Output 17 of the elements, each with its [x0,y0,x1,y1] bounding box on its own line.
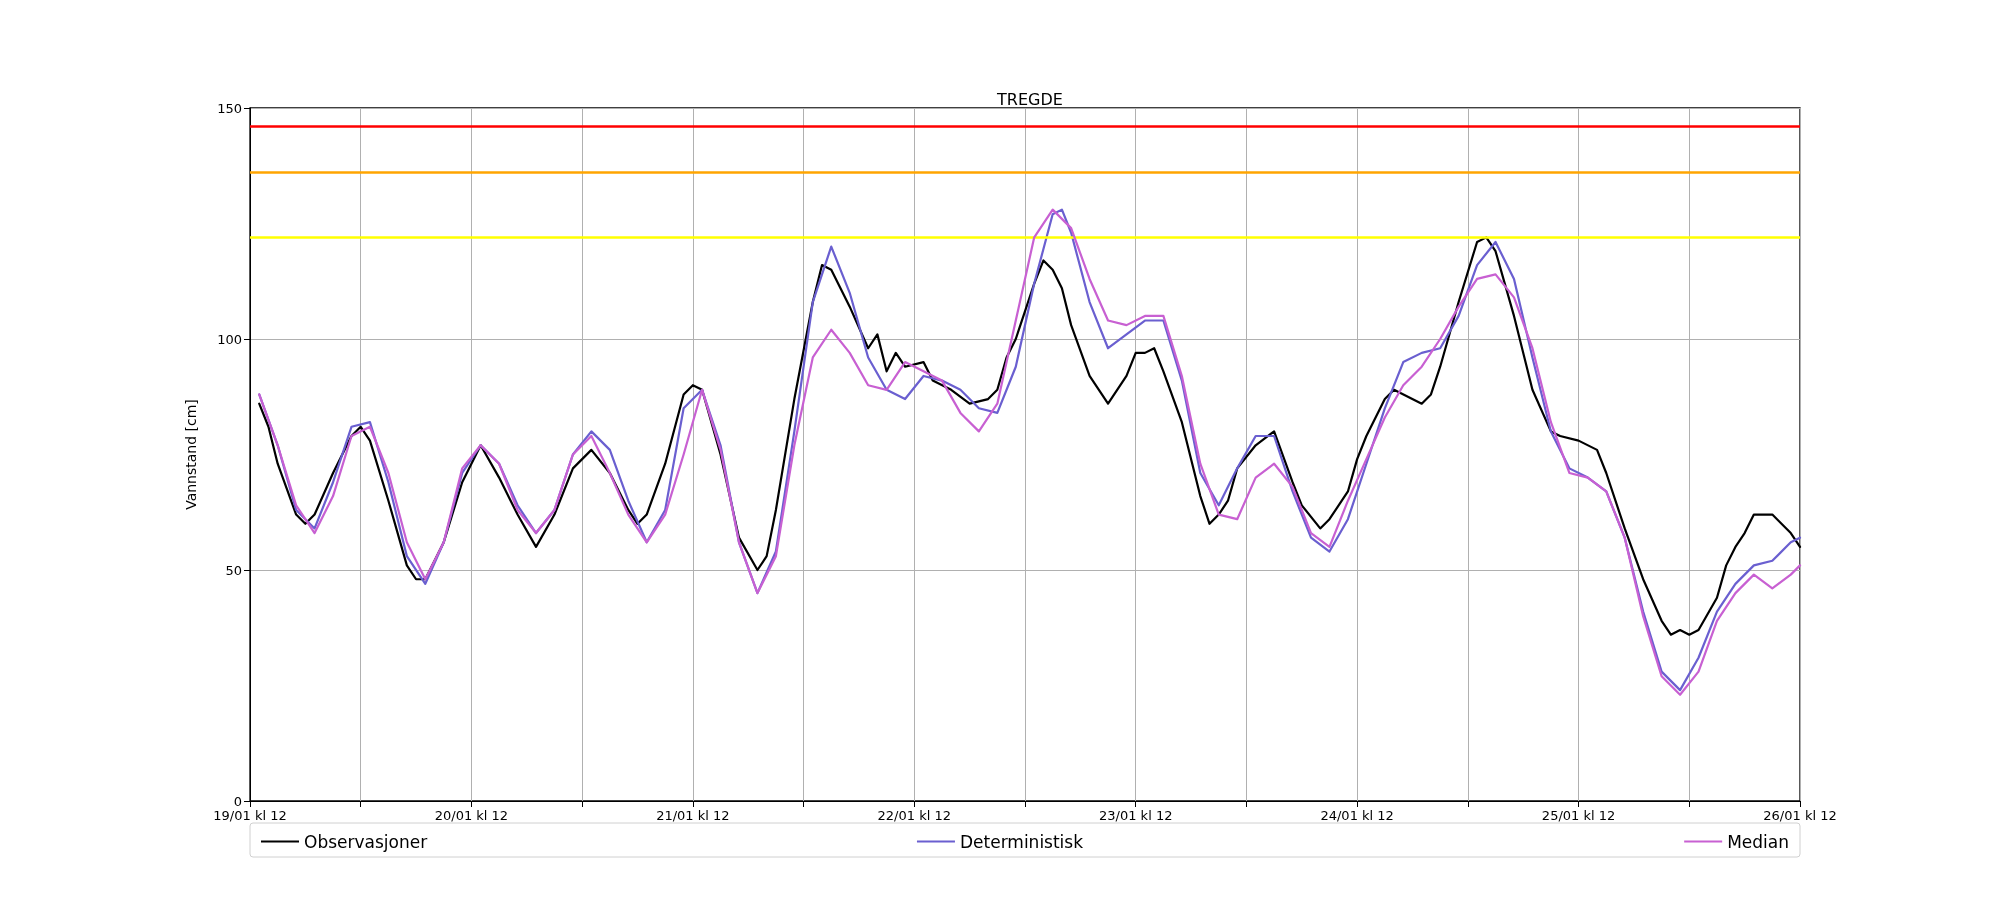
y-tick-label: 50 [225,562,242,578]
legend-label: Deterministisk [959,831,1084,852]
x-tick-label: 25/01 kl 12 [1541,808,1616,823]
x-tick-label: 20/01 kl 12 [434,808,509,823]
x-tick-label: 19/01 kl 12 [213,808,287,823]
y-axis-title: Vannstand [cm] [183,399,199,510]
x-tick-label: 21/01 kl 12 [656,808,730,823]
x-tick-label: 22/01 kl 12 [877,808,951,823]
legend-label: Median [1727,831,1790,852]
y-tick-label: 100 [217,331,242,347]
x-tick-label: 23/01 kl 12 [1099,808,1173,823]
x-tick-label: 26/01 kl 12 [1763,808,1837,823]
chart-title: TREGDE [996,89,1063,109]
legend-label: Observasjoner [304,831,428,852]
y-tick-label: 0 [233,793,242,809]
y-tick-label: 150 [217,100,242,116]
x-tick-label: 24/01 kl 12 [1320,808,1394,823]
